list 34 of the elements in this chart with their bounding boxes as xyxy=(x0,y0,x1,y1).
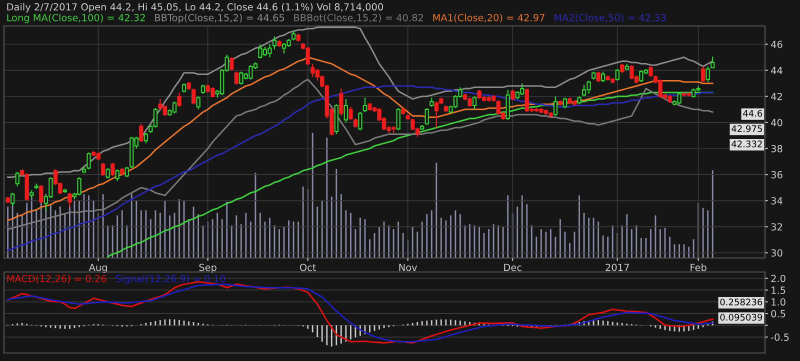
y-tick-label: 36 xyxy=(771,171,782,178)
text: MA2(Close,50) = 42.33 xyxy=(554,14,666,22)
chart-title: Daily 2/7/2017 Open 44.2, Hi 45.05, Lo 44.2, Close 44.6 (1.1%) Vol 8,714,000 xyxy=(7,3,383,12)
series-label: MACD(12,26) = 0.26 xyxy=(7,274,106,284)
y-tick-label: 46 xyxy=(771,40,782,48)
y-tick-label: -0.5 xyxy=(771,334,789,341)
x-tick-label: Sep xyxy=(199,264,216,273)
text: 42.332 xyxy=(732,140,762,148)
y-tick-label: 30 xyxy=(771,249,782,257)
text: 0.095039 xyxy=(720,314,762,321)
y-tick-label: 38 xyxy=(771,144,782,152)
y-tick-label: 2.0 xyxy=(771,274,786,282)
text: 42.975 xyxy=(732,125,762,132)
text: BBBot(Close,15,2) = 40.82 xyxy=(294,14,423,22)
y-tick-label: 34 xyxy=(771,197,782,204)
y-tick-label: 42 xyxy=(771,92,782,100)
series-label: Signal(12,26,9) = 0.10 xyxy=(116,274,226,284)
text: 0.258236 xyxy=(720,298,762,306)
x-tick-label: Nov xyxy=(399,264,418,272)
x-tick-label: Aug xyxy=(88,264,107,273)
y-tick-label: 32 xyxy=(771,223,782,231)
x-tick-label: Oct xyxy=(300,264,316,272)
y-tick-label: 40 xyxy=(771,118,782,126)
y-tick-label: 1.0 xyxy=(772,298,786,306)
y-tick-label: 1.5 xyxy=(772,286,786,294)
x-tick-label: Dec xyxy=(504,264,522,272)
text: Long MA(Close,100) = 42.32 xyxy=(7,14,145,24)
series-label: BBTop(Close,15,2) = 44.65 xyxy=(155,14,284,24)
y-tick-label: 0.5 xyxy=(771,310,786,318)
x-tick-label: 2017 xyxy=(606,264,629,272)
y-tick-label: 44 xyxy=(771,66,782,74)
x-tick-label: Feb xyxy=(690,264,706,272)
text: MA1(Close,20) = 42.97 xyxy=(433,14,544,22)
text: 44.6 xyxy=(743,110,762,117)
